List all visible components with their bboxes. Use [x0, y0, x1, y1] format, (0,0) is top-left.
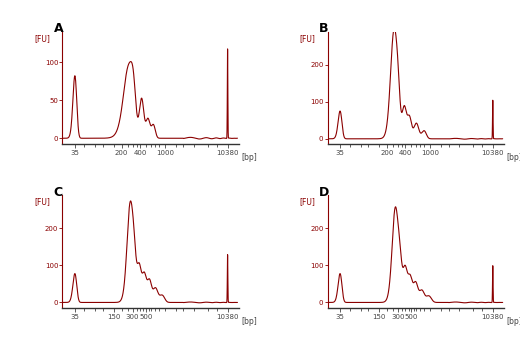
Text: C: C — [54, 186, 63, 199]
Text: [bp]: [bp] — [241, 317, 257, 326]
Text: [bp]: [bp] — [506, 317, 520, 326]
Text: [FU]: [FU] — [300, 34, 315, 43]
Text: [FU]: [FU] — [34, 34, 50, 43]
Text: [bp]: [bp] — [506, 153, 520, 162]
Text: A: A — [54, 22, 63, 35]
Text: [bp]: [bp] — [241, 153, 257, 162]
Text: [FU]: [FU] — [300, 197, 315, 206]
Text: D: D — [319, 186, 329, 199]
Text: B: B — [319, 22, 328, 35]
Text: [FU]: [FU] — [34, 197, 50, 206]
